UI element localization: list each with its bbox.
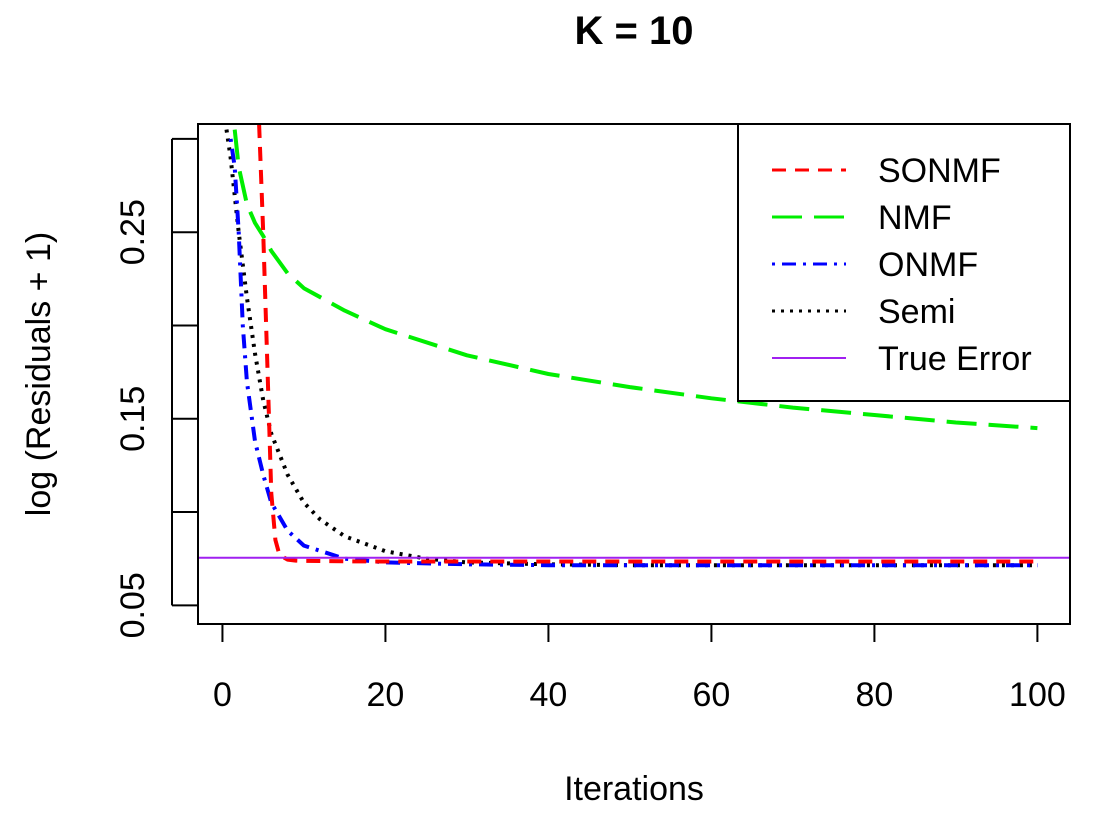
legend-label-onmf: ONMF: [878, 246, 978, 284]
series-line-nmf: [232, 129, 1038, 431]
x-tick-label: 20: [367, 676, 405, 714]
x-tick-label: 0: [213, 676, 232, 714]
y-axis: 0.05 0.15 0.25: [114, 137, 198, 638]
legend-label-semi: Semi: [878, 293, 955, 331]
series-layer: [198, 123, 1070, 568]
chart-title: K = 10: [575, 9, 694, 53]
y-tick-label: 0.15: [114, 386, 152, 452]
legend-label-sonmf: SONMF: [878, 152, 1001, 190]
series-line-onmf: [228, 138, 1038, 568]
y-tick-label: 0.05: [114, 572, 152, 638]
legend: SONMF NMF ONMF Semi True Error: [737, 123, 1071, 402]
x-tick-label: 80: [855, 676, 893, 714]
y-tick-label: 0.25: [114, 199, 152, 265]
legend-label-true-error: True Error: [878, 340, 1032, 378]
series-line-sonmf: [257, 123, 1038, 564]
x-tick-label: 100: [1009, 676, 1066, 714]
x-axis-label: Iterations: [564, 770, 704, 808]
x-axis: 0 20 40 60 80 100: [213, 623, 1066, 714]
legend-label-nmf: NMF: [878, 199, 952, 237]
x-tick-label: 60: [693, 676, 731, 714]
x-tick-label: 40: [530, 676, 568, 714]
y-axis-label: log (Residuals + 1): [20, 232, 58, 516]
